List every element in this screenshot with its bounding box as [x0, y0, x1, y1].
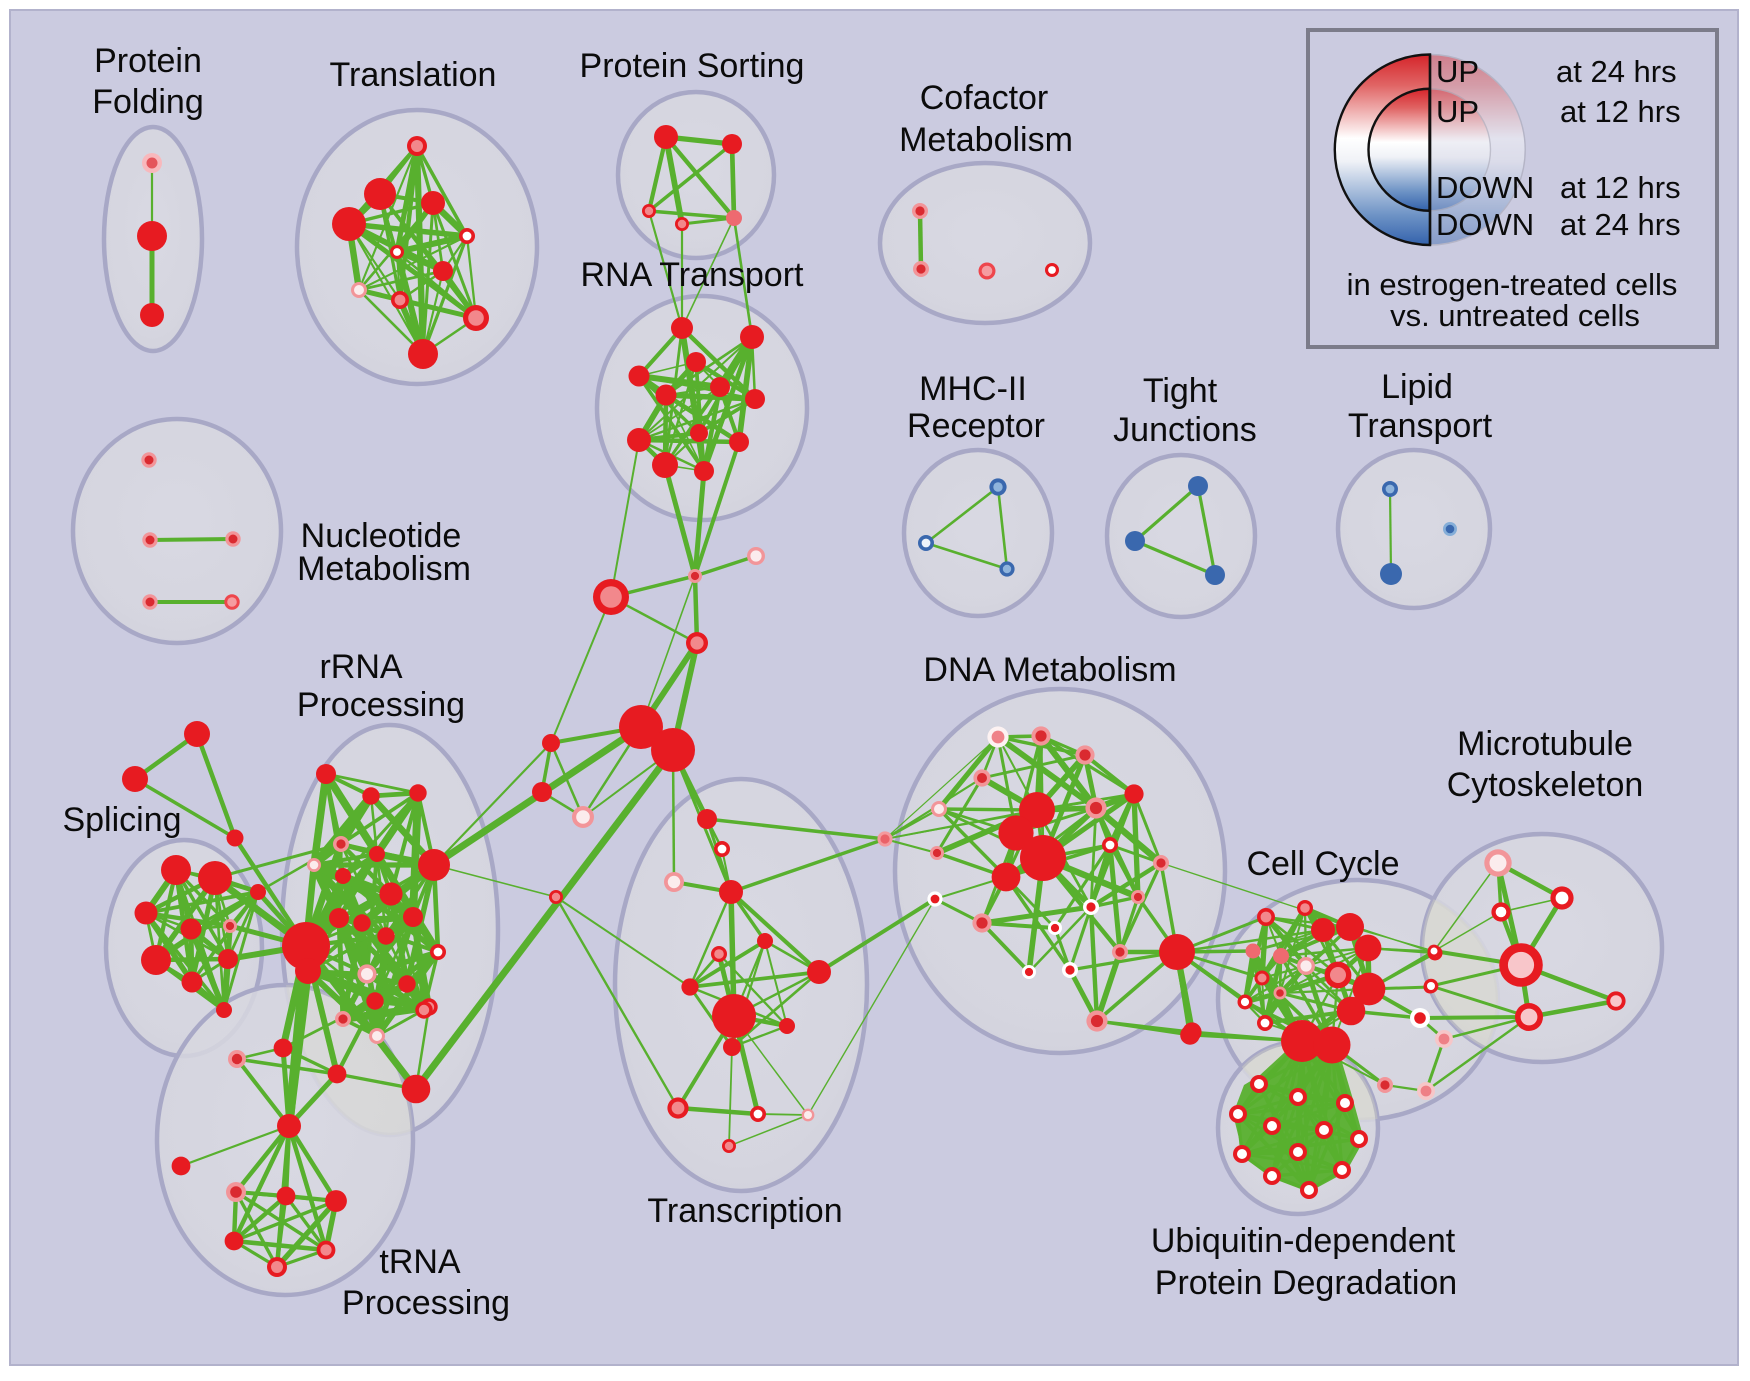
- svg-text:Processing: Processing: [342, 1284, 510, 1322]
- svg-text:Folding: Folding: [92, 83, 204, 121]
- svg-text:Tight: Tight: [1143, 372, 1218, 410]
- svg-text:Microtubule: Microtubule: [1457, 725, 1633, 763]
- svg-text:at 24 hrs: at 24 hrs: [1560, 207, 1681, 242]
- svg-text:Protein Sorting: Protein Sorting: [580, 47, 805, 85]
- svg-text:MHC-II: MHC-II: [919, 370, 1027, 408]
- svg-text:UP: UP: [1436, 54, 1479, 89]
- svg-text:Metabolism: Metabolism: [899, 121, 1073, 159]
- svg-text:DOWN: DOWN: [1436, 170, 1534, 205]
- svg-text:vs. untreated cells: vs. untreated cells: [1390, 298, 1640, 333]
- svg-text:Cell Cycle: Cell Cycle: [1246, 845, 1399, 883]
- svg-text:RNA Transport: RNA Transport: [581, 256, 805, 294]
- svg-text:Lipid: Lipid: [1381, 368, 1453, 406]
- svg-text:Cofactor: Cofactor: [920, 79, 1049, 117]
- svg-text:Metabolism: Metabolism: [297, 550, 471, 588]
- svg-text:Translation: Translation: [330, 56, 497, 94]
- svg-text:Junctions: Junctions: [1113, 411, 1257, 449]
- svg-text:tRNA: tRNA: [379, 1243, 461, 1281]
- svg-text:DOWN: DOWN: [1436, 207, 1534, 242]
- svg-text:Splicing: Splicing: [62, 801, 181, 839]
- svg-text:Processing: Processing: [297, 686, 465, 724]
- svg-text:Transcription: Transcription: [647, 1192, 842, 1230]
- svg-text:rRNA: rRNA: [319, 648, 402, 686]
- svg-text:at 12 hrs: at 12 hrs: [1560, 170, 1681, 205]
- svg-text:in estrogen-treated cells: in estrogen-treated cells: [1347, 267, 1678, 302]
- svg-text:Receptor: Receptor: [907, 407, 1045, 445]
- svg-text:Cytoskeleton: Cytoskeleton: [1447, 766, 1644, 804]
- svg-text:Protein: Protein: [94, 42, 202, 80]
- svg-text:Nucleotide: Nucleotide: [301, 517, 462, 555]
- svg-text:Transport: Transport: [1348, 407, 1493, 445]
- svg-text:Ubiquitin-dependent: Ubiquitin-dependent: [1151, 1222, 1456, 1260]
- svg-text:Protein Degradation: Protein Degradation: [1155, 1264, 1457, 1302]
- svg-text:DNA Metabolism: DNA Metabolism: [923, 651, 1176, 689]
- svg-text:at 24 hrs: at 24 hrs: [1556, 54, 1677, 89]
- svg-text:at 12 hrs: at 12 hrs: [1560, 94, 1681, 129]
- svg-text:UP: UP: [1436, 94, 1479, 129]
